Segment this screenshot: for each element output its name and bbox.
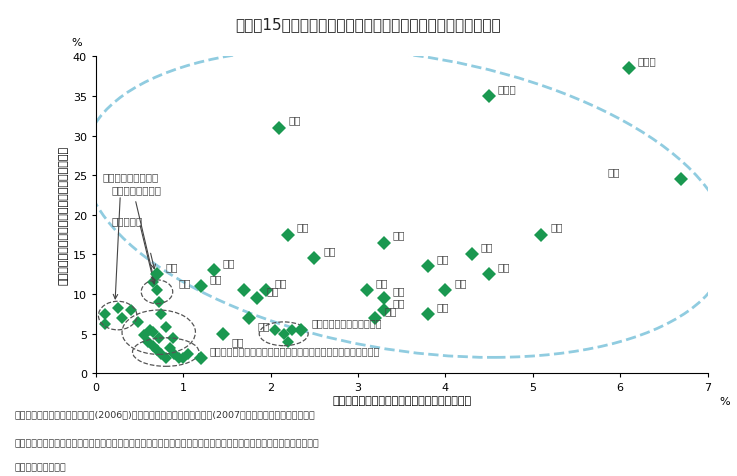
Text: 青森: 青森 bbox=[551, 222, 563, 232]
Text: 埼玉、京都、兵庫: 埼玉、京都、兵庫 bbox=[111, 185, 161, 195]
Text: 図２－15　食品製造業出荷額と農水産業産出額（都道府県別）: 図２－15 食品製造業出荷額と農水産業産出額（都道府県別） bbox=[236, 18, 501, 32]
Text: 鳥取: 鳥取 bbox=[375, 278, 388, 288]
Text: 群馬: 群馬 bbox=[223, 258, 235, 268]
Text: 注：食品製造業全体は、食料品製造業及び飲料・たばこ・飼料製造業のうち、たばこ製造業、飼料・有機質肥料製造: 注：食品製造業全体は、食料品製造業及び飲料・たばこ・飼料製造業のうち、たばこ製造… bbox=[15, 438, 320, 447]
Text: 長崎: 長崎 bbox=[454, 278, 467, 288]
Text: 岩手: 岩手 bbox=[497, 262, 510, 272]
Text: 山形: 山形 bbox=[393, 285, 405, 295]
Text: 沖縄: 沖縄 bbox=[288, 115, 301, 125]
Text: 高知: 高知 bbox=[481, 242, 493, 252]
Y-axis label: （全製造業に占める食品製造業出荷額の割合）: （全製造業に占める食品製造業出荷額の割合） bbox=[58, 146, 69, 285]
Text: 福島、大分、和歌山、島根: 福島、大分、和歌山、島根 bbox=[312, 318, 383, 328]
X-axis label: （県内総出額に占める農水産業産出額の割合）: （県内総出額に占める農水産業産出額の割合） bbox=[332, 396, 471, 406]
Text: 茨城: 茨城 bbox=[275, 278, 287, 288]
Text: 佐賀: 佐賀 bbox=[393, 230, 405, 240]
Text: %: % bbox=[720, 396, 730, 406]
Text: 資料：内閣府「県民経済計算」(2006年)、経済産業省「工業統計調査」(2007年）を基に農林水産省で作成: 資料：内閣府「県民経済計算」(2006年)、経済産業省「工業統計調査」(2007… bbox=[15, 409, 315, 418]
Text: 山梨: 山梨 bbox=[231, 336, 244, 346]
Text: 業を除く業種: 業を除く業種 bbox=[15, 462, 66, 471]
Text: 福岡: 福岡 bbox=[166, 262, 178, 272]
Text: 北海道: 北海道 bbox=[497, 84, 517, 93]
Text: 東京、神奈川、大阪: 東京、神奈川、大阪 bbox=[102, 172, 159, 182]
Text: 香川: 香川 bbox=[179, 278, 192, 288]
Text: %: % bbox=[71, 38, 82, 48]
Text: 宮崎: 宮崎 bbox=[607, 167, 620, 177]
Text: 長野: 長野 bbox=[266, 285, 279, 295]
Text: 秋田: 秋田 bbox=[436, 301, 449, 311]
Text: 愛媛: 愛媛 bbox=[384, 305, 397, 315]
Text: 熊本: 熊本 bbox=[436, 254, 449, 264]
Text: 鹿児島: 鹿児島 bbox=[638, 56, 657, 66]
Text: 奈良、静岡: 奈良、静岡 bbox=[111, 215, 143, 225]
Text: 千葉: 千葉 bbox=[209, 274, 222, 283]
Text: 新潟: 新潟 bbox=[323, 246, 335, 256]
Text: 宮城: 宮城 bbox=[297, 222, 310, 232]
Text: 徳島: 徳島 bbox=[393, 297, 405, 307]
Text: 愛知、滋賀、広島、岡山、岐阜、石川、山口、三重、福井、富山: 愛知、滋賀、広島、岡山、岐阜、石川、山口、三重、福井、富山 bbox=[209, 346, 380, 356]
Text: 栃木: 栃木 bbox=[257, 320, 270, 330]
